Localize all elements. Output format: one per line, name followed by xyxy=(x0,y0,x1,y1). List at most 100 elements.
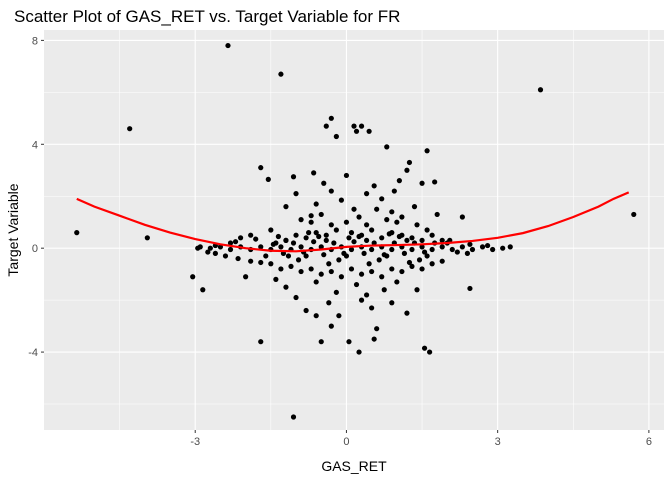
data-point xyxy=(328,115,334,121)
data-point xyxy=(341,250,347,256)
data-point xyxy=(404,310,410,316)
data-point xyxy=(396,233,402,240)
data-point xyxy=(321,252,327,258)
data-point xyxy=(406,259,413,266)
x-axis-ticks: -3 0 3 6 xyxy=(190,430,652,448)
data-point xyxy=(374,206,380,212)
data-point xyxy=(346,339,352,345)
data-point xyxy=(227,246,234,253)
data-point xyxy=(268,261,274,267)
data-point xyxy=(285,253,292,259)
data-point xyxy=(369,268,375,275)
data-point xyxy=(308,213,314,219)
data-point xyxy=(409,246,415,253)
data-point xyxy=(454,249,460,255)
data-point xyxy=(353,281,360,288)
x-axis-title: GAS_RET xyxy=(321,458,387,474)
data-point xyxy=(338,197,344,203)
data-point xyxy=(449,246,455,253)
data-point xyxy=(419,266,425,272)
data-point xyxy=(283,237,289,243)
data-point xyxy=(311,239,317,245)
data-point xyxy=(298,268,304,275)
data-point xyxy=(318,271,324,277)
data-point xyxy=(371,240,377,246)
data-point xyxy=(358,297,365,303)
data-point xyxy=(348,230,355,236)
data-point xyxy=(411,204,418,210)
data-point xyxy=(429,246,435,253)
y-tick-label: 4 xyxy=(32,139,38,151)
data-point xyxy=(366,128,372,134)
data-point xyxy=(364,222,370,228)
data-point xyxy=(298,244,304,250)
data-point xyxy=(469,246,476,253)
data-point xyxy=(384,144,390,150)
data-point xyxy=(283,204,289,210)
data-point xyxy=(396,178,402,184)
data-point xyxy=(358,123,365,129)
data-point xyxy=(364,191,370,197)
data-point xyxy=(459,244,465,250)
data-point xyxy=(263,253,269,259)
data-point xyxy=(404,167,410,173)
x-tick-label: 6 xyxy=(646,436,652,448)
data-point xyxy=(348,246,355,253)
chart-title: Scatter Plot of GAS_RET vs. Target Varia… xyxy=(14,7,400,26)
y-tick-label: -4 xyxy=(28,347,38,359)
data-point xyxy=(273,276,279,282)
data-point xyxy=(369,227,375,233)
data-point xyxy=(484,242,491,249)
data-point xyxy=(371,183,377,189)
data-point xyxy=(389,246,395,253)
data-point xyxy=(127,126,133,132)
y-axis-ticks: -4 0 4 8 xyxy=(28,35,44,359)
data-point xyxy=(381,252,387,258)
data-point xyxy=(351,206,357,212)
data-point xyxy=(313,201,319,207)
data-point xyxy=(427,349,433,355)
data-point xyxy=(391,188,397,194)
data-point xyxy=(419,244,425,250)
data-point xyxy=(429,261,435,267)
data-point xyxy=(459,214,465,220)
data-point xyxy=(278,244,284,250)
data-point xyxy=(366,261,372,267)
data-point xyxy=(379,196,385,202)
data-point xyxy=(298,217,304,223)
data-point xyxy=(406,159,413,166)
y-tick-label: 0 xyxy=(32,243,38,255)
data-point xyxy=(333,227,339,233)
data-point xyxy=(419,237,425,243)
data-point xyxy=(308,266,314,272)
data-point xyxy=(258,165,264,171)
data-point xyxy=(290,174,297,180)
data-point xyxy=(278,266,284,272)
data-point xyxy=(500,245,506,251)
data-point xyxy=(414,287,420,293)
data-point xyxy=(323,123,329,129)
data-point xyxy=(464,250,471,256)
data-point xyxy=(333,289,339,295)
data-point xyxy=(479,244,486,250)
data-point xyxy=(351,123,357,129)
y-axis-title: Target Variable xyxy=(5,183,21,276)
data-point xyxy=(507,244,513,250)
data-point xyxy=(295,257,302,263)
data-point xyxy=(270,241,276,247)
data-point xyxy=(631,211,637,218)
data-point xyxy=(371,336,377,342)
data-point xyxy=(308,219,314,225)
data-point xyxy=(424,148,430,154)
data-point xyxy=(384,217,390,223)
data-point xyxy=(467,241,473,247)
data-point xyxy=(399,268,405,275)
data-point xyxy=(293,294,299,301)
data-point xyxy=(537,87,544,93)
data-point xyxy=(293,191,299,197)
data-point xyxy=(306,230,312,236)
data-point xyxy=(338,274,344,280)
data-point xyxy=(421,249,428,255)
minor-gridlines xyxy=(44,30,664,430)
data-point xyxy=(248,232,254,238)
